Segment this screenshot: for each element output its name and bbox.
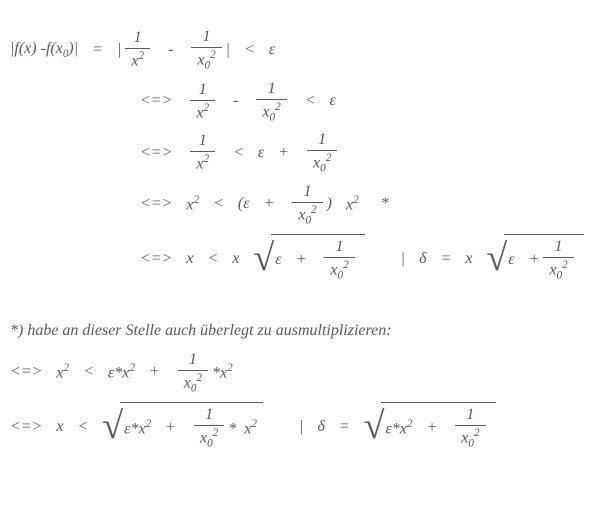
txt: |f(x) -f(x0)| [10, 40, 78, 60]
txt: - [233, 92, 238, 110]
txt: - [168, 41, 173, 59]
txt: ε [269, 41, 275, 59]
txt: <=> [140, 250, 172, 268]
equation-line-3: <=> 1 x2 < ε + 1 x02 [10, 131, 596, 175]
fraction: 1 x02 [178, 351, 208, 395]
fraction: 1 x2 [190, 132, 215, 173]
fraction: 1 x2 [190, 81, 215, 122]
txt: ε [330, 92, 336, 110]
txt: x [465, 250, 472, 268]
txt: x [186, 250, 193, 268]
txt: + [264, 195, 275, 213]
txt: x2 [186, 194, 199, 214]
txt: x2 [346, 194, 359, 214]
txt: < [305, 92, 316, 110]
equation-line-2: <=> 1 x2 - 1 x02 < ε [10, 80, 596, 124]
txt: = [339, 418, 350, 436]
equation-line-1: |f(x) -f(x0)| = | 1 x2 - 1 x02 | < ε [10, 28, 596, 72]
txt: < [213, 195, 224, 213]
sqrt: √ ε + 1 x02 [253, 234, 364, 285]
txt: + [278, 144, 289, 162]
txt: <=> [140, 92, 172, 110]
txt: <=> [10, 418, 42, 436]
txt: + [149, 363, 160, 381]
txt: < [208, 250, 219, 268]
txt: * [381, 195, 389, 213]
note-line: *) habe an dieser Stelle auch überlegt z… [10, 319, 596, 343]
txt: < [83, 363, 94, 381]
fraction: 1 x02 [191, 28, 221, 72]
txt: x [232, 250, 239, 268]
txt: x [56, 418, 63, 436]
txt: = [92, 41, 103, 59]
equation-line-4: <=> x2 < ( ε + 1 x02 ) x2 * [10, 183, 596, 227]
txt: <=> [140, 195, 172, 213]
txt: x2 [56, 362, 69, 382]
txt: *x2 [212, 362, 233, 382]
sqrt: √ ε*x2 + 1 x02 [364, 402, 496, 453]
equation-line-6: <=> x2 < ε*x2 + 1 x02 *x2 [10, 351, 596, 395]
txt: ε*x2 [108, 362, 135, 382]
txt: < [244, 41, 255, 59]
fraction: 1 x02 [256, 80, 286, 124]
txt: δ [317, 418, 324, 436]
txt: δ [419, 250, 426, 268]
fraction: 1 x2 [125, 29, 150, 70]
txt: ) [327, 195, 332, 213]
txt: | [401, 250, 405, 268]
sqrt: √ ε*x2 + 1 x02 *x2 [102, 402, 263, 453]
txt: <=> [10, 363, 42, 381]
note-text: *) habe an dieser Stelle auch überlegt z… [10, 322, 392, 340]
fraction: 1 x02 [307, 131, 337, 175]
equation-line-5: <=> x < x √ ε + 1 x02 | δ = x √ ε + 1 [10, 234, 596, 285]
sqrt: √ ε + 1 x02 [486, 234, 583, 285]
txt: <=> [140, 144, 172, 162]
txt: < [78, 418, 89, 436]
txt: < [233, 144, 244, 162]
txt: ε [258, 144, 264, 162]
txt: | [299, 418, 303, 436]
fraction: 1 x02 [292, 183, 322, 227]
txt: ε [243, 195, 249, 213]
txt: | [226, 41, 230, 59]
txt: | [117, 41, 121, 59]
equation-line-7: <=> x < √ ε*x2 + 1 x02 *x2 | δ = √ ε*x2 … [10, 402, 596, 453]
txt: = [441, 250, 452, 268]
